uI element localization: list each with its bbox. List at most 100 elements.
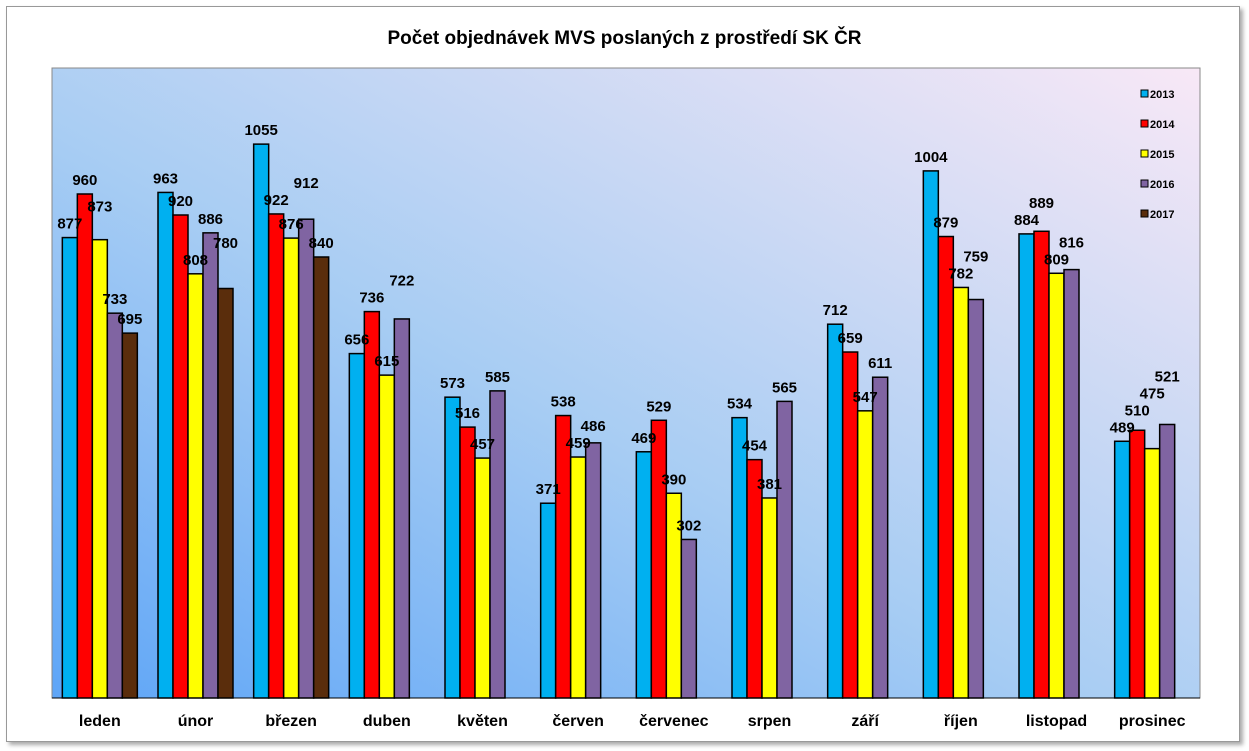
data-label: 390 [661, 471, 686, 488]
data-label: 1055 [244, 122, 277, 139]
bar-2014-prosinec [1128, 429, 1146, 699]
data-label: 371 [536, 481, 561, 498]
legend-swatch-2015 [1140, 149, 1149, 158]
data-label: 736 [359, 290, 384, 307]
data-label: 960 [72, 172, 97, 189]
bar-2015-březen [282, 237, 300, 699]
bar-2013-květen [444, 396, 461, 699]
bar-2014-leden [76, 193, 94, 699]
bar-2016-červenec [680, 538, 698, 699]
data-label: 510 [1125, 402, 1150, 419]
bar-2013-únor [157, 191, 174, 699]
bar-2014-únor [172, 214, 189, 699]
data-label: 889 [1029, 195, 1054, 212]
data-label: 615 [374, 353, 399, 370]
bar-2016-srpen [776, 400, 793, 699]
bar-2017-únor [217, 287, 234, 699]
x-tick-label: květen [457, 713, 508, 730]
data-label: 840 [309, 235, 334, 252]
bar-2014-říjen [937, 235, 955, 699]
data-label: 565 [772, 379, 797, 396]
data-label: 963 [153, 170, 178, 187]
bar-2013-prosinec [1113, 440, 1131, 699]
bar-2015-květen [474, 457, 491, 699]
bar-2013-březen [252, 143, 270, 699]
bar-2013-leden [61, 236, 79, 699]
data-label: 459 [566, 435, 591, 452]
bar-2016-únor [202, 232, 219, 699]
bar-2016-březen [297, 218, 315, 699]
x-tick-label: listopad [1026, 713, 1087, 730]
bar-2013-červenec [635, 451, 653, 699]
bar-2013-červen [539, 502, 557, 699]
bar-2015-prosinec [1143, 447, 1161, 699]
data-label: 534 [727, 396, 753, 413]
data-label: 884 [1014, 212, 1040, 229]
data-label: 302 [676, 517, 701, 534]
bar-2014-červen [554, 414, 572, 699]
legend-label: 2015 [1150, 149, 1174, 161]
bar-2013-říjen [922, 170, 940, 699]
data-label: 759 [963, 248, 988, 265]
data-label: 722 [389, 273, 414, 290]
bar-2015-duben [378, 374, 396, 699]
bar-2014-květen [459, 426, 476, 699]
x-tick-label: říjen [944, 713, 978, 730]
chart-title: Počet objednávek MVS poslaných z prostře… [387, 28, 862, 49]
bar-2015-únor [187, 273, 204, 699]
bar-2016-prosinec [1158, 423, 1176, 699]
bar-2014-červenec [650, 419, 668, 699]
legend-swatch-2014 [1140, 119, 1149, 128]
x-tick-label: leden [79, 713, 121, 730]
data-label: 782 [948, 265, 973, 282]
bar-2016-říjen [967, 298, 985, 699]
data-label: 877 [57, 216, 82, 233]
legend-label: 2016 [1150, 179, 1174, 191]
data-label: 912 [294, 175, 319, 192]
data-label: 611 [868, 355, 892, 372]
bar-2017-březen [312, 256, 330, 699]
x-tick-label: srpen [748, 713, 792, 730]
data-label: 1004 [914, 149, 948, 166]
bar-2016-listopad [1063, 268, 1080, 699]
data-label: 808 [183, 252, 208, 269]
bar-2015-leden [91, 238, 109, 699]
data-label: 656 [344, 332, 369, 349]
data-label: 886 [198, 211, 223, 228]
data-label: 489 [1110, 419, 1135, 436]
data-label: 381 [757, 476, 782, 493]
legend-label: 2014 [1150, 119, 1175, 131]
bar-2013-srpen [731, 416, 748, 699]
data-label: 873 [87, 199, 112, 216]
legend-swatch-2016 [1140, 179, 1149, 188]
data-label: 780 [213, 235, 238, 252]
bar-2016-červen [584, 442, 602, 699]
legend-label: 2017 [1150, 209, 1174, 221]
data-label: 920 [168, 193, 193, 210]
data-label: 809 [1044, 251, 1069, 268]
data-label: 529 [646, 398, 671, 415]
data-label: 538 [551, 394, 576, 411]
legend-swatch-2013 [1140, 89, 1149, 98]
data-label: 585 [485, 369, 510, 386]
bar-2015-listopad [1048, 272, 1065, 699]
bar-2015-srpen [761, 497, 778, 699]
plot-area [51, 67, 1201, 699]
bar-2017-leden [121, 332, 139, 699]
data-label: 816 [1059, 234, 1084, 251]
legend-swatch-2017 [1140, 209, 1149, 218]
bar-2015-září [856, 410, 874, 699]
data-label: 712 [823, 302, 848, 319]
bar-2014-listopad [1033, 230, 1050, 699]
bar-2016-září [871, 376, 889, 699]
bar-2014-březen [267, 213, 285, 699]
x-tick-label: září [851, 713, 879, 730]
bar-2016-duben [393, 318, 411, 699]
bar-2013-duben [348, 352, 366, 699]
data-label: 521 [1155, 368, 1180, 385]
data-label: 659 [838, 330, 863, 347]
data-label: 486 [581, 418, 606, 435]
legend-label: 2013 [1150, 89, 1174, 101]
data-label: 695 [117, 311, 142, 328]
